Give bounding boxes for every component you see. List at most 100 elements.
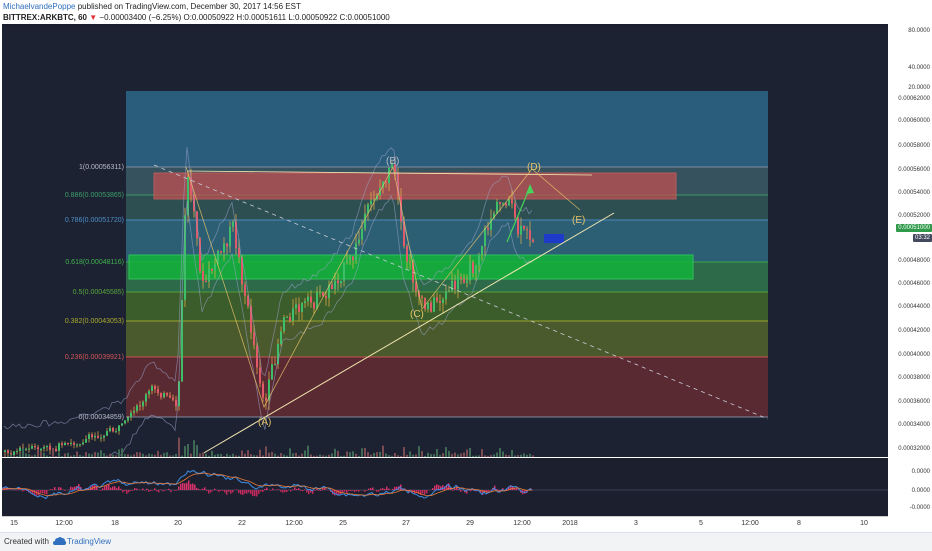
macd-bar — [220, 490, 222, 491]
macd-bar — [100, 490, 102, 491]
candle-body — [487, 228, 489, 230]
volume-bar — [448, 451, 450, 457]
price-tick: 0.00032000 — [898, 446, 930, 452]
volume-bar — [349, 452, 351, 457]
macd-bar — [224, 490, 226, 493]
candle-body — [223, 244, 225, 253]
volume-bar — [484, 455, 486, 457]
tradingview-brand[interactable]: TradingView — [67, 537, 111, 546]
macd-bar — [148, 490, 150, 492]
macd-bar — [370, 488, 372, 490]
volume-bar — [340, 456, 342, 457]
volume-bar — [151, 454, 153, 457]
macd-bar — [284, 490, 286, 492]
macd-bar — [188, 480, 190, 490]
macd-bar — [342, 490, 344, 492]
countdown-badge: 03:32 — [913, 234, 932, 242]
rsi-tick: 40.0000 — [908, 65, 930, 71]
price-axis[interactable]: 80.0000 40.0000 20.0000 0.00062000 0.000… — [888, 24, 932, 516]
volume-bar — [412, 455, 414, 457]
volume-bar — [184, 446, 186, 457]
candle-body — [112, 428, 114, 431]
resistance-box[interactable] — [154, 173, 676, 199]
volume-bar — [226, 454, 228, 457]
candle-body — [259, 367, 261, 383]
macd-bar — [58, 487, 60, 490]
volume-bar — [37, 449, 39, 457]
candle-body — [406, 246, 408, 262]
candle-body — [280, 331, 282, 344]
macd-tick: -0.0000 — [910, 505, 930, 511]
price-tick: 0.00040000 — [898, 352, 930, 358]
macd-bar — [34, 490, 36, 495]
macd-bar — [458, 489, 460, 490]
macd-bar — [376, 490, 378, 492]
macd-bar — [242, 490, 244, 495]
author-link[interactable]: MichaelvandePoppe — [3, 2, 76, 11]
macd-bar — [318, 490, 320, 491]
candle-body — [7, 450, 9, 453]
candle-body — [433, 297, 435, 311]
price-tick: 0.00044000 — [898, 304, 930, 310]
candle-body — [517, 217, 519, 234]
volume-bar — [22, 448, 24, 457]
macd-bar — [302, 490, 304, 491]
volume-bar — [526, 455, 528, 457]
candle-body — [163, 393, 165, 397]
candle-body — [499, 202, 501, 204]
main-chart[interactable]: 1(0.00056311) 0.886(0.00053865) 0.786(0.… — [2, 27, 888, 457]
target-box[interactable] — [544, 234, 564, 243]
volume-bar — [487, 456, 489, 457]
support-box[interactable] — [129, 255, 693, 279]
volume-bar — [181, 456, 183, 457]
volume-bar — [286, 456, 288, 457]
volume-bar — [103, 453, 105, 457]
fib-label-618: 0.618(0.00048116) — [65, 259, 124, 266]
macd-pane[interactable] — [2, 458, 888, 516]
candle-body — [31, 446, 33, 449]
candle-body — [337, 281, 339, 284]
rsi-tick: 80.0000 — [908, 28, 930, 34]
candle-body — [67, 443, 69, 444]
candle-body — [85, 439, 87, 443]
candle-body — [283, 317, 285, 331]
macd-bar — [222, 490, 224, 491]
price-tick: 0.00046000 — [898, 281, 930, 287]
macd-bar — [270, 490, 272, 491]
macd-bar — [42, 490, 44, 493]
macd-bar — [368, 489, 370, 490]
macd-bar — [50, 489, 52, 490]
candle-body — [424, 298, 426, 309]
macd-bar — [110, 488, 112, 490]
volume-bar — [61, 456, 63, 457]
volume-bar — [187, 444, 189, 457]
footer-bar: Created with TradingView — [0, 532, 932, 551]
candle-body — [523, 226, 525, 229]
macd-bar — [102, 488, 104, 490]
volume-bar — [148, 454, 150, 457]
candle-body — [115, 431, 117, 432]
macd-bar — [190, 484, 192, 490]
volume-bar — [277, 456, 279, 457]
volume-bar — [85, 452, 87, 457]
candle-body — [103, 436, 105, 438]
candle-body — [214, 264, 216, 271]
macd-bar — [170, 490, 172, 492]
candle-body — [427, 303, 429, 310]
candle-body — [502, 204, 504, 205]
volume-bar — [223, 456, 225, 457]
volume-bar — [391, 456, 393, 457]
macd-bar — [366, 490, 368, 491]
volume-bar — [520, 455, 522, 457]
macd-bar — [146, 489, 148, 490]
macd-bar — [64, 490, 66, 491]
time-axis[interactable]: 15 12:00 18 20 22 12:00 25 27 29 12:00 2… — [2, 516, 888, 531]
candle-body — [289, 317, 291, 321]
candle-body — [310, 297, 312, 303]
published-text: published on TradingView.com, December 3… — [76, 2, 301, 11]
macd-bar — [260, 490, 262, 492]
current-price-badge: 0.00051000 — [896, 224, 932, 232]
volume-bar — [193, 440, 195, 457]
volume-bar — [271, 452, 273, 457]
macd-bar — [52, 489, 54, 490]
